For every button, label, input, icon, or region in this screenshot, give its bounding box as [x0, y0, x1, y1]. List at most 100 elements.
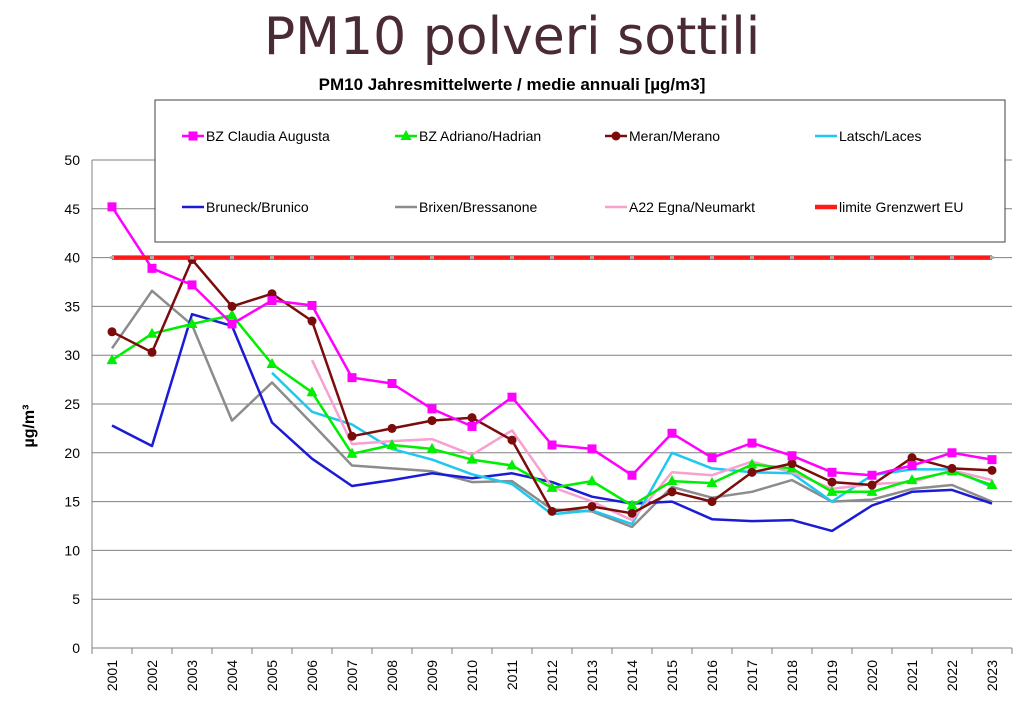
- data-point: [867, 470, 877, 480]
- data-point: [467, 421, 477, 431]
- data-point: [707, 453, 717, 463]
- x-tick-label: 2015: [664, 660, 680, 691]
- data-point: [347, 431, 357, 441]
- data-point: [866, 485, 878, 496]
- data-point: [906, 474, 918, 485]
- y-tick-label: 25: [64, 396, 80, 412]
- y-tick-label: 5: [72, 591, 80, 607]
- series-line-bruneck-brunico: [111, 312, 993, 533]
- data-point: [267, 289, 277, 299]
- data-point: [267, 296, 277, 306]
- data-point: [746, 458, 758, 469]
- legend-label: Bruneck/Brunico: [206, 199, 309, 215]
- series-line-a22-egna-neumarkt: [310, 359, 993, 522]
- data-point: [667, 487, 677, 497]
- data-point: [387, 379, 397, 389]
- x-tick-label: 2019: [824, 660, 840, 691]
- legend-label: limite Grenzwert EU: [839, 199, 963, 215]
- y-tick-label: 50: [64, 152, 80, 168]
- data-point: [386, 438, 398, 449]
- x-tick-label: 2004: [224, 660, 240, 691]
- y-axis-label: µg/m³: [21, 405, 38, 448]
- legend-label: Brixen/Bressanone: [419, 199, 538, 215]
- y-tick-label: 15: [64, 494, 80, 510]
- x-tick-label: 2001: [104, 660, 120, 691]
- data-point: [986, 479, 998, 490]
- data-point: [827, 477, 837, 487]
- page-title: PM10 polveri sottili: [263, 7, 761, 67]
- x-tick-label: 2018: [784, 660, 800, 691]
- data-point: [666, 475, 678, 486]
- data-point: [507, 392, 517, 402]
- y-tick-label: 30: [64, 347, 80, 363]
- x-tick-label: 2003: [184, 660, 200, 691]
- data-point: [627, 470, 637, 480]
- x-tick-label: 2006: [304, 660, 320, 691]
- data-point: [587, 501, 597, 511]
- x-tick-label: 2005: [264, 660, 280, 691]
- data-point: [787, 459, 797, 469]
- data-point: [227, 319, 237, 329]
- data-point: [667, 428, 677, 438]
- data-point: [586, 475, 598, 486]
- x-tick-label: 2008: [384, 660, 400, 691]
- data-point: [427, 404, 437, 414]
- data-point: [147, 263, 157, 273]
- data-point: [427, 416, 437, 426]
- x-tick-label: 2022: [944, 660, 960, 691]
- data-point: [147, 347, 157, 357]
- legend-label: Meran/Merano: [629, 128, 720, 144]
- x-tick-label: 2017: [744, 660, 760, 691]
- legend-marker: [400, 130, 412, 140]
- data-point: [546, 481, 558, 492]
- data-point: [307, 300, 317, 310]
- data-point: [107, 202, 117, 212]
- data-point: [867, 480, 877, 490]
- data-point: [227, 301, 237, 311]
- y-tick-label: 20: [64, 445, 80, 461]
- data-point: [426, 442, 438, 453]
- data-point: [947, 463, 957, 473]
- x-tick-label: 2014: [624, 660, 640, 691]
- data-point: [226, 309, 238, 320]
- legend-label: BZ Claudia Augusta: [206, 128, 330, 144]
- data-point: [947, 448, 957, 458]
- data-point: [987, 465, 997, 475]
- data-point: [467, 413, 477, 423]
- legend-box: [154, 99, 1006, 243]
- data-point: [106, 354, 118, 365]
- data-point: [707, 497, 717, 507]
- series-line-bz-claudia-augusta: [110, 206, 993, 477]
- data-point: [826, 485, 838, 496]
- data-point: [626, 499, 638, 510]
- x-tick-label: 2020: [864, 660, 880, 691]
- legend-label: A22 Egna/Neumarkt: [629, 199, 755, 215]
- x-tick-label: 2002: [144, 660, 160, 691]
- x-tick-label: 2016: [704, 660, 720, 691]
- x-tick-label: 2023: [984, 660, 1000, 691]
- x-tick-label: 2012: [544, 660, 560, 691]
- data-point: [347, 373, 357, 383]
- data-point: [466, 453, 478, 464]
- legend-marker: [611, 131, 621, 141]
- data-point: [747, 438, 757, 448]
- data-point: [187, 280, 197, 290]
- legend-marker: [188, 131, 198, 141]
- data-point: [507, 435, 517, 445]
- y-tick-label: 35: [64, 298, 80, 314]
- data-point: [587, 444, 597, 454]
- data-point: [547, 506, 557, 516]
- data-point: [146, 327, 158, 338]
- x-tick-label: 2010: [464, 660, 480, 691]
- legend: BZ Claudia Augusta BZ Adriano/Hadrian Mera…: [154, 99, 1006, 243]
- data-point: [306, 386, 318, 397]
- y-tick-label: 10: [64, 542, 80, 558]
- data-point: [307, 316, 317, 326]
- x-tick-label: 2009: [424, 660, 440, 691]
- plot-area: 0 5 10 15 20 25 30 35 40 45 50 2001 2002 2003 2004 2005…: [64, 152, 1013, 691]
- data-point: [827, 467, 837, 477]
- legend-label: Latsch/Laces: [839, 128, 922, 144]
- data-point: [907, 453, 917, 463]
- x-tick-label: 2021: [904, 660, 920, 691]
- data-point: [747, 467, 757, 477]
